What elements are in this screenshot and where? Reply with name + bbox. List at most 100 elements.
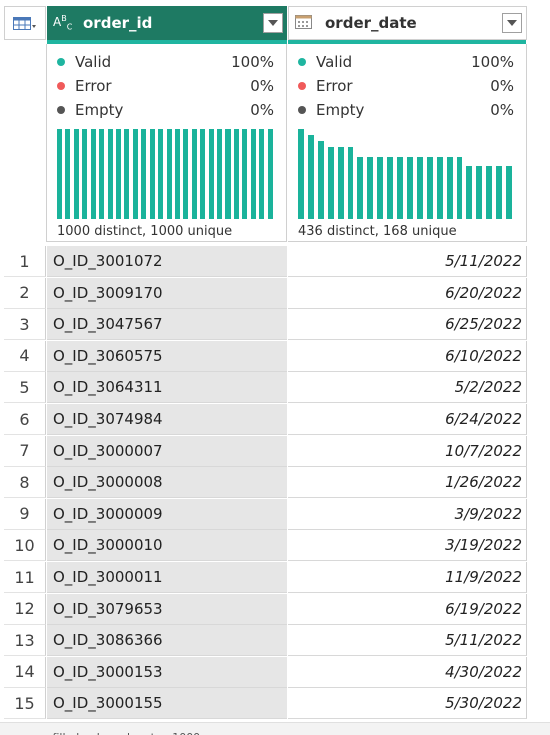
distribution-bar[interactable] (496, 165, 503, 219)
distribution-bar[interactable] (387, 156, 394, 219)
date-type-icon[interactable] (295, 14, 321, 33)
row-number[interactable]: 15 (4, 688, 46, 720)
distribution-bar[interactable] (436, 156, 443, 219)
order-date-cell[interactable]: 5/11/2022 (288, 625, 527, 657)
filter-dropdown-button[interactable] (502, 13, 522, 33)
order-date-cell[interactable]: 6/10/2022 (288, 340, 527, 372)
table-menu-button[interactable] (4, 6, 46, 40)
table-row[interactable]: 8 O_ID_3000008 1/26/2022 (4, 467, 527, 499)
table-row[interactable]: 9 O_ID_3000009 3/9/2022 (4, 498, 527, 530)
table-row[interactable]: 3 O_ID_3047567 6/25/2022 (4, 309, 527, 341)
distribution-bar[interactable] (166, 129, 172, 219)
distribution-bar[interactable] (141, 129, 147, 219)
order-id-cell[interactable]: O_ID_3086366 (47, 625, 287, 657)
order-id-cell[interactable]: O_ID_3000010 (47, 530, 287, 562)
distribution-bar[interactable] (307, 135, 314, 219)
order-id-cell[interactable]: O_ID_3009170 (47, 277, 287, 309)
row-number[interactable]: 8 (4, 467, 46, 499)
distribution-bar[interactable] (149, 129, 155, 219)
order-date-cell[interactable]: 10/7/2022 (288, 435, 527, 467)
row-number[interactable]: 11 (4, 562, 46, 593)
distribution-bar[interactable] (250, 129, 256, 219)
row-number[interactable]: 3 (4, 309, 46, 341)
order-id-cell[interactable]: O_ID_3001072 (47, 246, 287, 277)
column-header-order-id[interactable]: ABC order_id (47, 6, 287, 40)
distribution-bar[interactable] (486, 165, 493, 219)
table-row[interactable]: 15 O_ID_3000155 5/30/2022 (4, 688, 527, 720)
table-row[interactable]: 1 O_ID_3001072 5/11/2022 (4, 246, 527, 277)
order-id-cell[interactable]: O_ID_3000155 (47, 688, 287, 720)
distribution-bar[interactable] (115, 129, 121, 219)
table-row[interactable]: 5 O_ID_3064311 5/2/2022 (4, 372, 527, 404)
distribution-bar[interactable] (217, 129, 223, 219)
distribution-bar[interactable] (73, 129, 79, 219)
distribution-bar[interactable] (456, 156, 463, 219)
distribution-bar[interactable] (107, 129, 113, 219)
distribution-bar[interactable] (242, 129, 248, 219)
distribution-bar[interactable] (233, 129, 239, 219)
text-type-icon[interactable]: ABC (53, 14, 73, 32)
table-row[interactable]: 14 O_ID_3000153 4/30/2022 (4, 656, 527, 688)
distribution-bar[interactable] (99, 129, 105, 219)
order-date-cell[interactable]: 11/9/2022 (288, 562, 527, 593)
order-id-cell[interactable]: O_ID_3047567 (47, 309, 287, 341)
distribution-bar[interactable] (506, 165, 513, 219)
row-number[interactable]: 1 (4, 246, 46, 277)
value-distribution-chart[interactable] (298, 129, 516, 219)
distribution-bar[interactable] (337, 147, 344, 219)
distribution-bar[interactable] (298, 129, 304, 219)
distribution-bar[interactable] (476, 165, 483, 219)
distribution-bar[interactable] (367, 156, 374, 219)
distribution-bar[interactable] (357, 156, 364, 219)
distribution-bar[interactable] (347, 147, 354, 219)
order-date-cell[interactable]: 3/9/2022 (288, 498, 527, 530)
order-id-cell[interactable]: O_ID_3074984 (47, 404, 287, 435)
order-id-cell[interactable]: O_ID_3060575 (47, 340, 287, 372)
distribution-bar[interactable] (407, 156, 413, 219)
order-id-cell[interactable]: O_ID_3000009 (47, 498, 287, 530)
distribution-bar[interactable] (191, 129, 197, 219)
distribution-bar[interactable] (158, 129, 164, 219)
distribution-bar[interactable] (132, 129, 138, 219)
order-date-cell[interactable]: 5/30/2022 (288, 688, 527, 720)
distribution-bar[interactable] (57, 129, 63, 219)
order-date-cell[interactable]: 4/30/2022 (288, 656, 527, 688)
row-number[interactable]: 4 (4, 340, 46, 372)
column-header-order-date[interactable]: order_date (288, 6, 527, 40)
row-number[interactable]: 12 (4, 593, 46, 625)
distribution-bar[interactable] (90, 129, 96, 219)
distribution-bar[interactable] (65, 129, 71, 219)
order-date-cell[interactable]: 5/2/2022 (288, 372, 527, 404)
order-date-cell[interactable]: 6/20/2022 (288, 277, 527, 309)
order-date-cell[interactable]: 6/25/2022 (288, 309, 527, 341)
distribution-bar[interactable] (225, 129, 231, 219)
table-row[interactable]: 13 O_ID_3086366 5/11/2022 (4, 625, 527, 657)
table-row[interactable]: 4 O_ID_3060575 6/10/2022 (4, 340, 527, 372)
distribution-bar[interactable] (267, 129, 273, 219)
distribution-bar[interactable] (174, 129, 180, 219)
row-number[interactable]: 14 (4, 656, 46, 688)
row-number[interactable]: 13 (4, 625, 46, 657)
order-id-cell[interactable]: O_ID_3000007 (47, 435, 287, 467)
distribution-bar[interactable] (82, 129, 88, 219)
order-id-cell[interactable]: O_ID_3000011 (47, 562, 287, 593)
order-date-cell[interactable]: 6/24/2022 (288, 404, 527, 435)
distribution-bar[interactable] (183, 129, 189, 219)
row-number[interactable]: 10 (4, 530, 46, 562)
row-number[interactable]: 2 (4, 277, 46, 309)
distribution-bar[interactable] (466, 165, 473, 219)
order-date-cell[interactable]: 5/11/2022 (288, 246, 527, 277)
distribution-bar[interactable] (327, 147, 334, 219)
order-date-cell[interactable]: 6/19/2022 (288, 593, 527, 625)
table-row[interactable]: 11 O_ID_3000011 11/9/2022 (4, 562, 527, 593)
order-id-cell[interactable]: O_ID_3000008 (47, 467, 287, 499)
order-id-cell[interactable]: O_ID_3064311 (47, 372, 287, 404)
value-distribution-chart[interactable] (57, 129, 276, 219)
row-number[interactable]: 9 (4, 498, 46, 530)
distribution-bar[interactable] (397, 156, 404, 219)
order-date-cell[interactable]: 3/19/2022 (288, 530, 527, 562)
table-row[interactable]: 6 O_ID_3074984 6/24/2022 (4, 404, 527, 435)
distribution-bar[interactable] (426, 156, 433, 219)
distribution-bar[interactable] (259, 129, 265, 219)
order-date-cell[interactable]: 1/26/2022 (288, 467, 527, 499)
